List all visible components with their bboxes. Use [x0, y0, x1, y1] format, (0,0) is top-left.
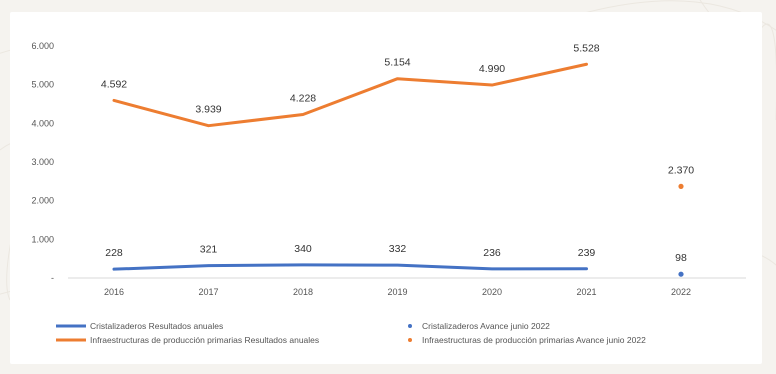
series-line-0	[112, 263, 588, 271]
data-label: 4.592	[101, 78, 127, 90]
x-tick-label: 2020	[482, 287, 502, 297]
legend: Cristalizaderos Resultados anuales Crista…	[56, 321, 646, 345]
data-label: 340	[294, 243, 312, 255]
data-label: 228	[105, 247, 123, 259]
chart-card: - 1.000 2.000 3.000 4.000 5.000 6.000 2016 2017…	[10, 12, 762, 364]
y-axis-ticks: - 1.000 2.000 3.000 4.000 5.000 6.000	[31, 41, 54, 283]
data-label: 332	[389, 243, 407, 255]
data-label: 98	[675, 252, 687, 264]
x-axis-ticks: 2016 2017 2018 2019 2020 2021 2022	[104, 287, 691, 297]
y-tick-label: -	[51, 273, 54, 283]
legend-item: Cristalizaderos Resultados anuales	[56, 321, 223, 331]
y-tick-label: 4.000	[31, 118, 54, 128]
y-tick-label: 5.000	[31, 80, 54, 90]
x-tick-label: 2016	[104, 287, 124, 297]
legend-item: Infraestructuras de producción primarias…	[408, 335, 646, 345]
x-tick-label: 2022	[671, 287, 691, 297]
line-chart: - 1.000 2.000 3.000 4.000 5.000 6.000 2016 2017…	[31, 41, 746, 345]
y-tick-label: 3.000	[31, 157, 54, 167]
data-label: 5.528	[573, 42, 599, 54]
legend-item: Infraestructuras de producción primarias…	[56, 335, 319, 345]
legend-label: Cristalizaderos Resultados anuales	[90, 321, 223, 331]
data-label: 4.228	[290, 93, 316, 105]
data-label: 2.370	[668, 164, 694, 176]
data-label: 5.154	[384, 57, 410, 69]
series-layer	[112, 62, 684, 277]
legend-swatch-point	[408, 338, 412, 342]
y-tick-label: 1.000	[31, 234, 54, 244]
series-point-3	[678, 183, 684, 189]
legend-item: Cristalizaderos Avance junio 2022	[408, 321, 550, 331]
data-label: 321	[200, 244, 218, 256]
series-point-2	[678, 271, 684, 277]
data-label: 239	[578, 247, 596, 259]
x-tick-label: 2017	[198, 287, 218, 297]
legend-label: Infraestructuras de producción primarias…	[90, 335, 319, 345]
series-line-1	[112, 62, 588, 128]
x-tick-label: 2021	[576, 287, 596, 297]
data-label: 236	[483, 247, 501, 259]
x-tick-label: 2019	[387, 287, 407, 297]
data-labels: 228 321 340 332 236 239 4.592 3.939 4.228 5.154 4.…	[101, 42, 694, 264]
legend-label: Infraestructuras de producción primarias…	[422, 335, 646, 345]
data-label: 3.939	[195, 104, 221, 116]
y-tick-label: 2.000	[31, 196, 54, 206]
legend-swatch-point	[408, 324, 412, 328]
x-tick-label: 2018	[293, 287, 313, 297]
legend-label: Cristalizaderos Avance junio 2022	[422, 321, 550, 331]
y-tick-label: 6.000	[31, 41, 54, 51]
data-label: 4.990	[479, 63, 505, 75]
